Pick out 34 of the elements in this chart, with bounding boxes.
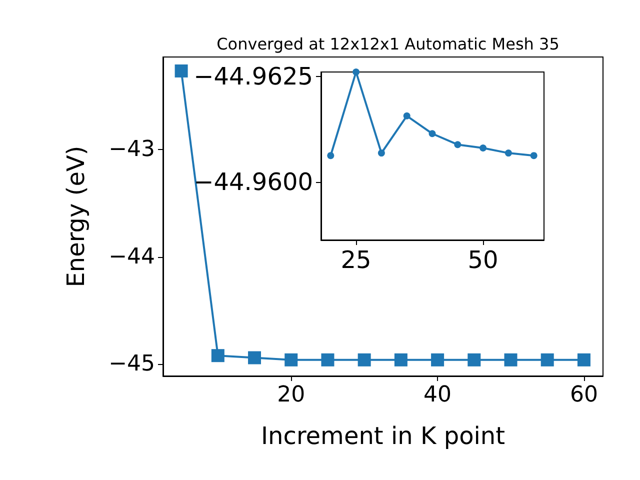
y-tick-label: −45 — [108, 352, 155, 377]
point — [504, 353, 518, 366]
point — [358, 353, 371, 366]
point — [211, 349, 224, 362]
point — [428, 130, 436, 138]
chart-title: Converged at 12x12x1 Automatic Mesh 35 — [216, 34, 560, 54]
point — [248, 351, 262, 364]
y-tick-label: −44.9625 — [194, 62, 313, 91]
y-tick-label: −44.9600 — [194, 168, 313, 196]
x-tick-label: 20 — [277, 382, 306, 408]
point — [468, 353, 481, 366]
point — [284, 353, 298, 366]
point — [577, 353, 590, 366]
point — [327, 152, 334, 160]
y-tick-label: −43 — [108, 136, 155, 162]
point — [378, 150, 385, 157]
x-tick-label: 60 — [570, 382, 598, 408]
point — [480, 144, 487, 152]
y-axis-title: Energy (eV) — [62, 146, 90, 288]
point — [321, 353, 334, 366]
x-tick-label: 25 — [340, 246, 372, 274]
point — [174, 64, 188, 78]
point — [504, 150, 512, 157]
x-tick-label: 40 — [424, 382, 452, 408]
x-tick-label: 50 — [468, 246, 498, 274]
point — [454, 141, 462, 148]
point — [352, 68, 360, 76]
point — [431, 353, 444, 366]
point — [540, 353, 554, 366]
x-axis-title: Increment in K point — [260, 422, 506, 450]
point — [394, 353, 408, 366]
point — [403, 112, 410, 120]
point — [530, 152, 538, 160]
y-tick-label: −44 — [108, 244, 155, 270]
